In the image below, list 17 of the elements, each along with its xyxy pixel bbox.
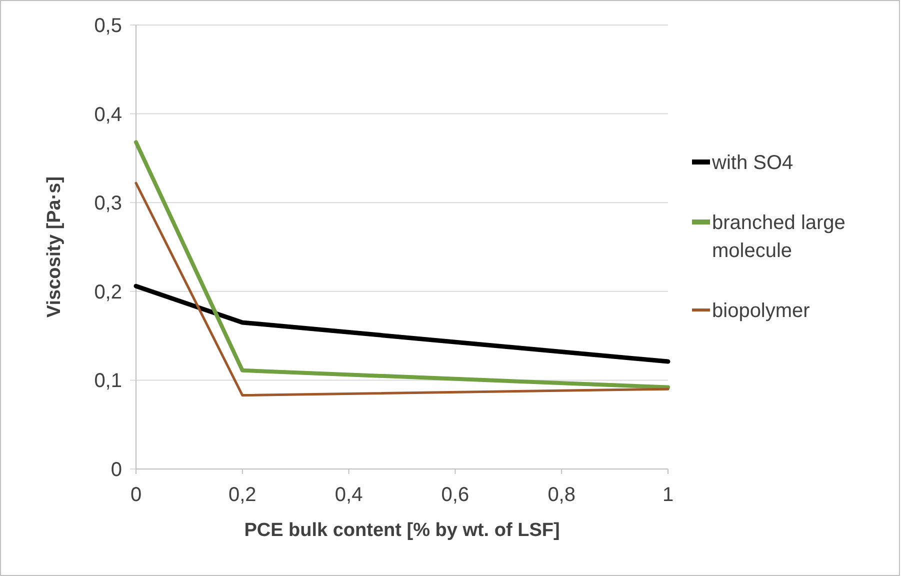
y-tick-label: 0,5	[94, 15, 122, 37]
legend-label: biopolymer	[712, 300, 810, 322]
y-tick-label: 0,2	[94, 281, 122, 304]
x-tick-label: 0,8	[548, 484, 576, 506]
legend-label: with SO4	[711, 152, 794, 174]
legend-label: branched large molecule	[712, 212, 846, 262]
x-axis-title: PCE bulk content [% by wt. of LSF]	[244, 520, 560, 541]
y-axis-title: Viscosity [Pa·s]	[44, 176, 65, 318]
x-tick-label: 0,4	[334, 484, 363, 506]
y-tick-label: 0,1	[94, 370, 122, 392]
x-tick-label: 1	[662, 484, 674, 506]
y-tick-label: 0,3	[94, 192, 122, 215]
x-tick-label: 0	[130, 484, 142, 506]
y-tick-label: 0	[110, 459, 122, 481]
x-tick-label: 0,2	[228, 484, 256, 506]
x-tick-label: 0,6	[441, 484, 470, 506]
y-tick-label: 0,4	[94, 104, 122, 126]
